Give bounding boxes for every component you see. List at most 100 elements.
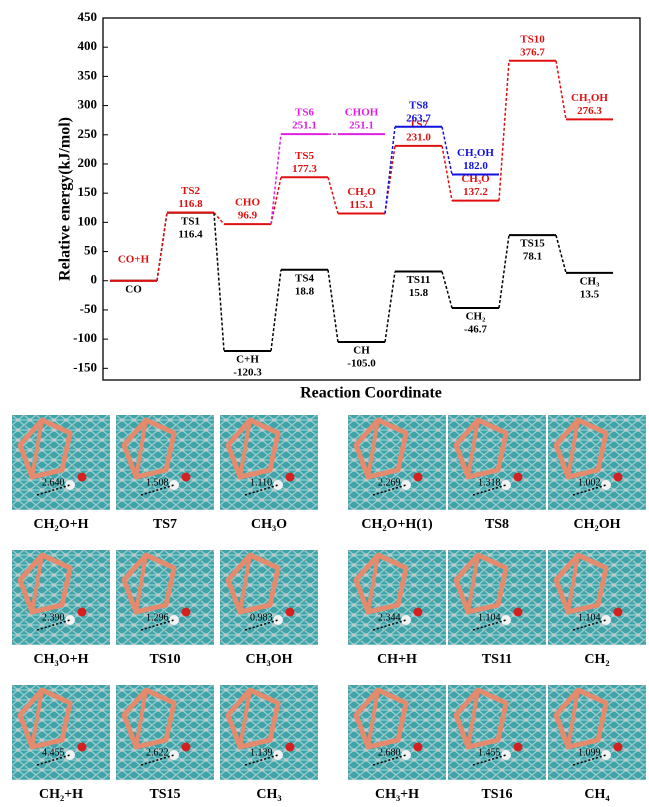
atom <box>65 480 75 490</box>
connector <box>384 271 396 343</box>
distance-label: 4.455 <box>42 747 65 758</box>
level-label: TS8 <box>409 99 428 111</box>
panel-caption: CH₃O+H <box>34 652 89 667</box>
structure-panel: 1.104 <box>448 550 546 645</box>
level-value: 78.1 <box>523 251 542 263</box>
structure-panel: 1.002 <box>548 415 646 510</box>
atom <box>181 742 191 752</box>
cluster-bond <box>238 554 252 613</box>
level-label: CHO <box>235 197 261 209</box>
panel-caption: CH₂+H <box>39 787 83 802</box>
level-value: 251.1 <box>349 120 374 132</box>
atom <box>613 472 623 482</box>
atom <box>285 742 295 752</box>
level-label: TS7 <box>409 118 428 130</box>
structure-panel: 0.983 <box>220 550 318 645</box>
atom <box>181 607 191 617</box>
panel-caption: TS10 <box>149 652 180 667</box>
atom <box>169 615 179 625</box>
level-label: CH₂OH <box>457 147 494 159</box>
level-value: 231.0 <box>406 131 431 143</box>
distance-label: 1.318 <box>478 477 501 488</box>
structure-panel: 1.110 <box>220 415 318 510</box>
panel-caption: CH₂OH <box>574 517 621 532</box>
level-value: 116.8 <box>178 198 203 210</box>
cluster-bond <box>30 419 44 478</box>
atom <box>401 480 411 490</box>
bond-distance <box>244 754 279 766</box>
cluster <box>121 687 177 750</box>
atom <box>601 615 611 625</box>
bond-distance <box>472 754 507 766</box>
panel-caption: TS11 <box>482 652 512 667</box>
level-value: 177.3 <box>292 163 317 175</box>
structure-panel: 2.622 <box>116 685 214 780</box>
connector <box>555 60 567 120</box>
distance-label: 1.296 <box>146 612 169 623</box>
atom <box>77 742 87 752</box>
connector <box>441 126 453 175</box>
y-tick-label: 300 <box>78 97 98 112</box>
level-value: 116.4 <box>178 228 203 240</box>
level-value: 376.7 <box>520 46 545 58</box>
cluster-bond <box>238 689 252 748</box>
bond-distance <box>372 754 407 766</box>
atom <box>285 607 295 617</box>
level-value: 182.0 <box>463 160 488 172</box>
level-value: -46.7 <box>464 324 487 336</box>
atom <box>513 472 523 482</box>
y-tick-label: 350 <box>78 67 98 82</box>
cluster-bond <box>134 419 148 478</box>
level-label: TS2 <box>181 185 200 197</box>
cluster-bond <box>566 689 580 748</box>
structure-panel: 2.640 <box>12 415 110 510</box>
atom <box>169 750 179 760</box>
level-value: 276.3 <box>577 105 602 117</box>
level-value: -120.3 <box>233 367 262 379</box>
distance-label: 1.002 <box>578 477 601 488</box>
cluster-bond <box>366 554 380 613</box>
distance-label: 2.344 <box>378 612 401 623</box>
structure-panel: 1.099 <box>548 685 646 780</box>
connector <box>498 60 510 201</box>
atom <box>273 615 283 625</box>
level-value: 263.7 <box>406 112 431 124</box>
bond-distance <box>572 619 607 631</box>
panel-caption: CH₂O+H(1) <box>361 517 433 532</box>
level-label: CH₃OH <box>571 92 608 104</box>
bond-distance <box>36 619 71 631</box>
panel-caption: CH₃ <box>256 787 281 802</box>
level-label: TS15 <box>520 238 545 250</box>
atom <box>501 750 511 760</box>
level-label: CHOH <box>345 107 379 119</box>
panel-caption: TS8 <box>485 517 509 532</box>
atom <box>273 750 283 760</box>
bond-distance <box>372 619 407 631</box>
cluster <box>453 417 509 480</box>
level-label: CH₂ <box>466 311 487 323</box>
atom <box>601 750 611 760</box>
panel-caption: TS15 <box>149 787 180 802</box>
panel-caption: CH₃+H <box>375 787 419 802</box>
atom <box>65 615 75 625</box>
atom <box>413 742 423 752</box>
cluster <box>353 687 409 750</box>
distance-label: 2.622 <box>146 747 169 758</box>
y-tick-label: 200 <box>78 155 98 170</box>
bond-distance <box>472 619 507 631</box>
connector <box>555 234 567 274</box>
structure-panel: 1.508 <box>116 415 214 510</box>
panel-caption: CH₃OH <box>246 652 293 667</box>
panel-caption: CH+H <box>377 652 417 667</box>
atom <box>65 750 75 760</box>
bond-distance <box>244 619 279 631</box>
cluster-bond <box>466 689 480 748</box>
cluster <box>353 417 409 480</box>
y-tick-label: 50 <box>84 243 97 258</box>
level-value: 13.5 <box>580 288 600 300</box>
level-label: CH <box>353 345 370 357</box>
level-label: CO+H <box>118 253 150 265</box>
bond-distance <box>36 754 71 766</box>
cluster-bond <box>134 554 148 613</box>
bond-distance <box>472 484 507 496</box>
